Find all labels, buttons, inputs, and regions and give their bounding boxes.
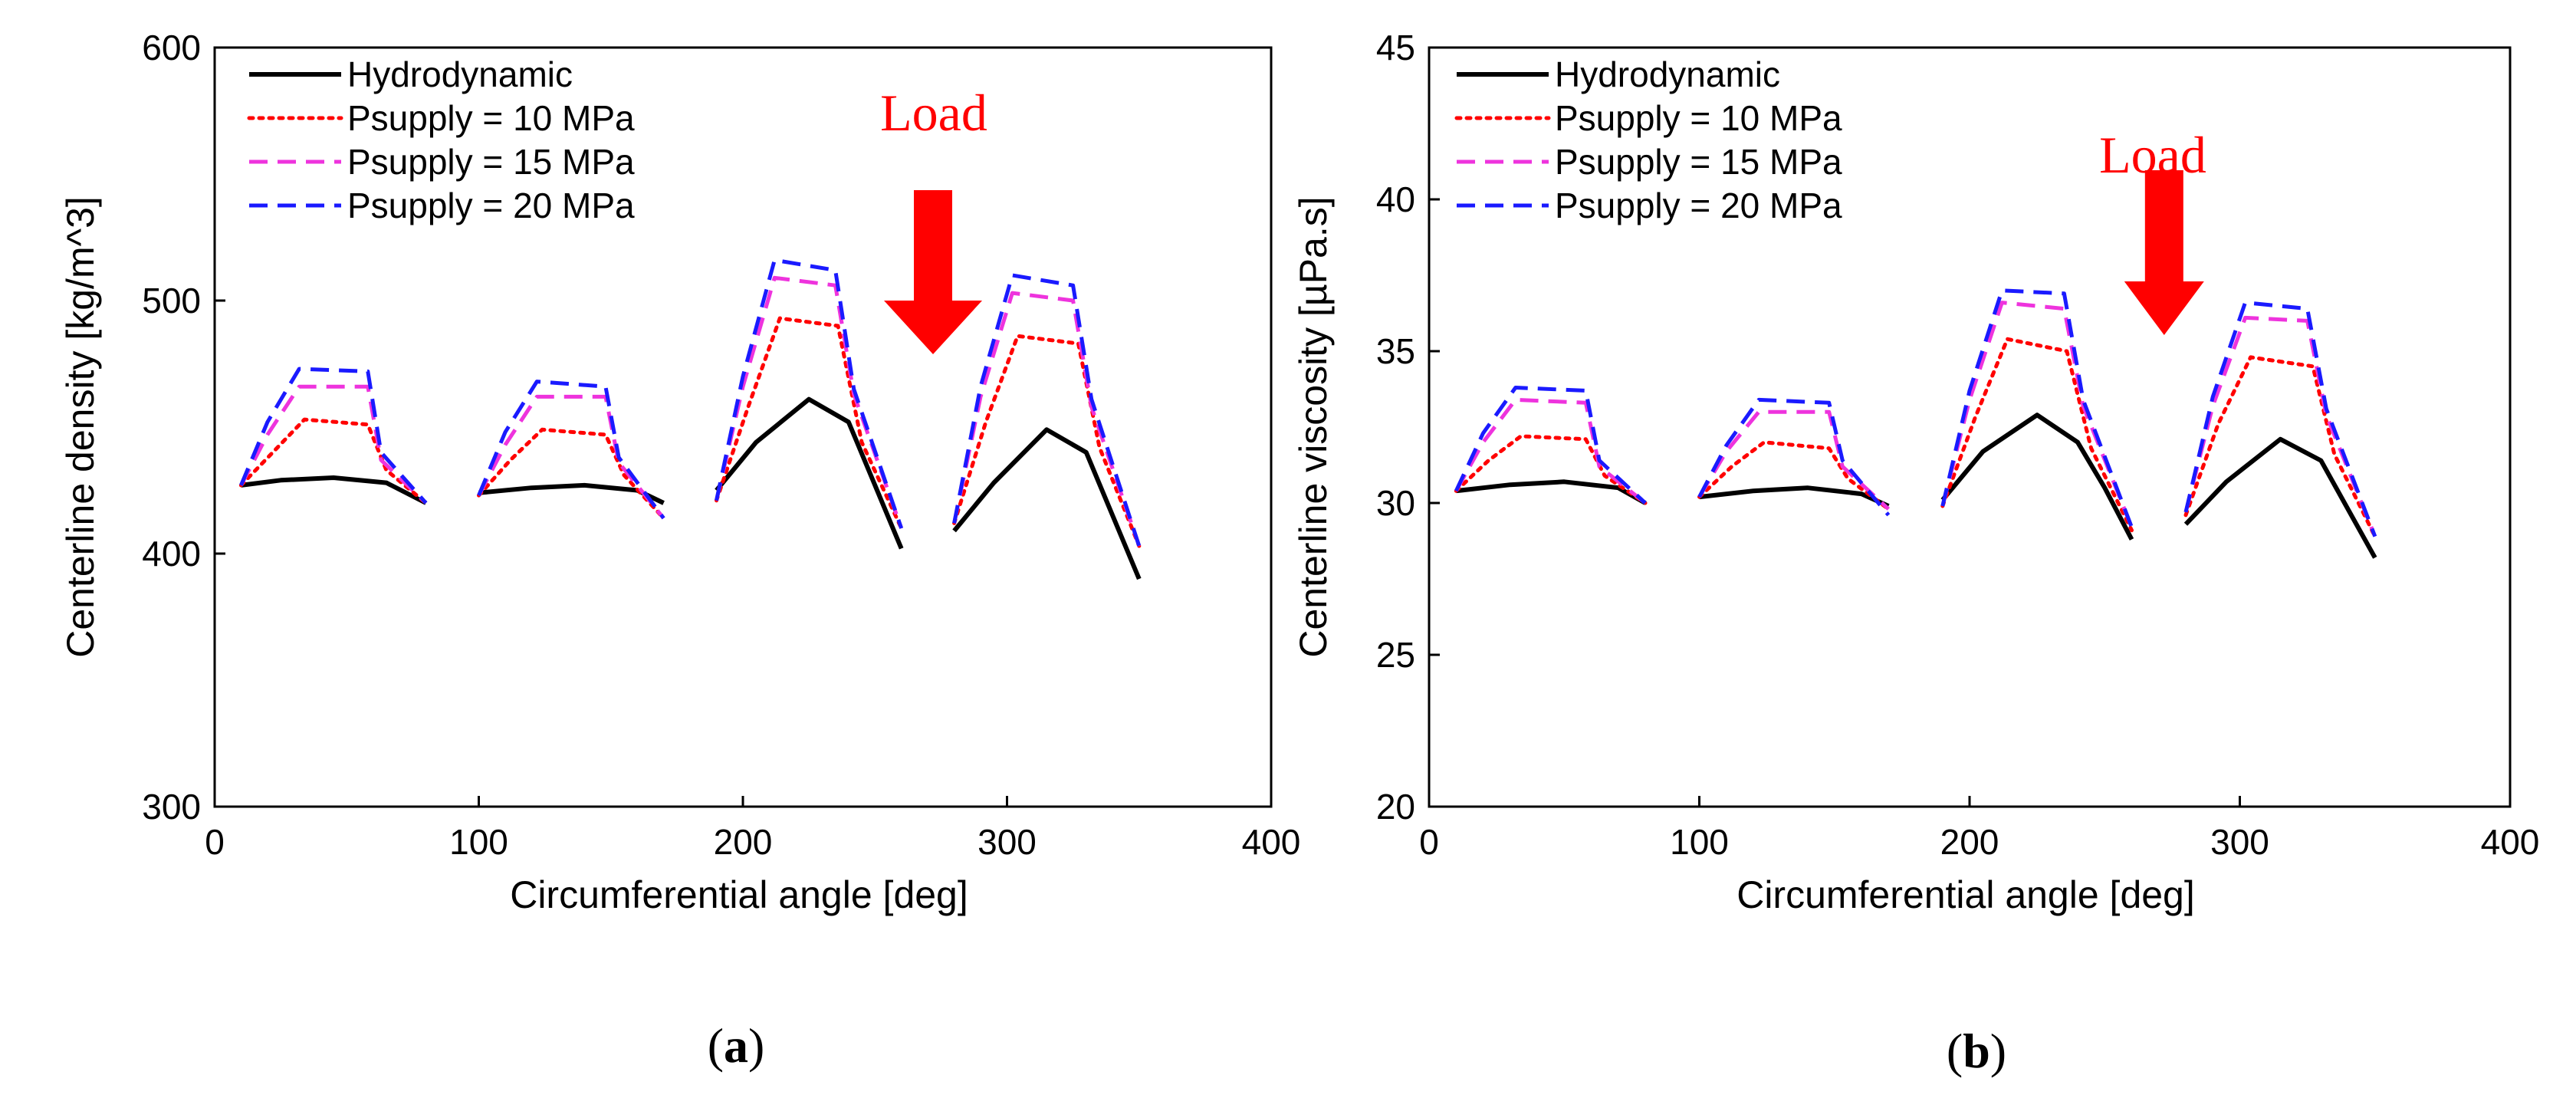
y-tick-label: 35 (1376, 331, 1415, 371)
y-tick-label: 600 (142, 28, 201, 67)
series-line-psupply-10-mpa (2183, 355, 2377, 539)
series-line-psupply-10-mpa (238, 417, 429, 505)
series-line-psupply-15-mpa (952, 291, 1142, 547)
x-tick-label: 0 (1419, 822, 1439, 862)
series-line-hydrodynamic (241, 475, 427, 505)
series-line-psupply-20-mpa (952, 273, 1142, 547)
panel-a: 0 100 200 300 400 300 400 500 600 Circumferential… (59, 28, 1300, 916)
series-line-hydrodynamic (478, 482, 665, 505)
series-line-psupply-20-mpa (1940, 288, 2134, 528)
legend-label-psupply-15-mpa: Psupply = 15 MPa (1555, 142, 1842, 182)
series-line-psupply-15-mpa (477, 394, 665, 520)
y-tick-label: 300 (142, 787, 201, 827)
panel-label-a: (a) (708, 1018, 765, 1073)
x-tick-label: 0 (205, 822, 225, 862)
y-tick-label: 25 (1376, 635, 1415, 675)
legend-label-psupply-10-mpa: Psupply = 10 MPa (1555, 98, 1842, 138)
y-tick-label: 20 (1376, 787, 1415, 827)
y-axis-label: Centerline viscosity [µPa.s] (1292, 196, 1335, 657)
series-line-psupply-20-mpa (1697, 397, 1891, 517)
series-line-psupply-15-mpa (715, 275, 904, 529)
series-line-psupply-20-mpa (477, 380, 665, 520)
x-tick-label: 400 (1242, 822, 1301, 862)
y-tick-label: 500 (142, 281, 201, 321)
load-arrow-icon (884, 190, 982, 354)
y-tick-label: 40 (1376, 179, 1415, 219)
series-line-psupply-15-mpa (239, 384, 428, 505)
x-tick-label: 300 (2210, 822, 2269, 862)
x-tick-label: 100 (1670, 822, 1729, 862)
x-axis-label: Circumferential angle [deg] (510, 873, 968, 916)
panel-label-b: (b) (1947, 1024, 2006, 1078)
load-label: Load (880, 84, 987, 142)
series-line-psupply-15-mpa (1454, 397, 1647, 505)
y-axis-label: Centerline density [kg/m^3] (59, 196, 102, 658)
legend-label-hydrodynamic: Hydrodynamic (347, 54, 573, 94)
series-line-psupply-10-mpa (952, 334, 1142, 548)
panel-b: 0 100 200 300 400 20 25 30 35 40 45 Circumferential… (1292, 28, 2539, 916)
y-tick-label: 45 (1376, 28, 1415, 67)
series-line-hydrodynamic (1699, 485, 1890, 508)
x-tick-label: 200 (1940, 822, 1999, 862)
panel-label-a-letter: a (724, 1018, 748, 1073)
series-line-psupply-10-mpa (1454, 434, 1648, 505)
legend-label-hydrodynamic: Hydrodynamic (1555, 54, 1780, 94)
legend-label-psupply-15-mpa: Psupply = 15 MPa (347, 142, 635, 182)
series-line-hydrodynamic (715, 396, 904, 550)
legend-label-psupply-20-mpa: Psupply = 20 MPa (347, 186, 635, 225)
series-line-psupply-20-mpa (715, 258, 904, 529)
series-line-psupply-10-mpa (1940, 337, 2134, 533)
series-line-hydrodynamic (1455, 479, 1647, 505)
y-tick-label: 400 (142, 534, 201, 574)
series-line-psupply-15-mpa (1697, 409, 1890, 511)
series-line-psupply-20-mpa (1454, 386, 1647, 505)
legend-label-psupply-10-mpa: Psupply = 10 MPa (347, 98, 635, 138)
series-line-psupply-10-mpa (1697, 440, 1891, 511)
load-arrow-icon (2124, 170, 2204, 335)
legend-label-psupply-20-mpa: Psupply = 20 MPa (1555, 186, 1842, 225)
series-line-hydrodynamic (952, 427, 1142, 580)
series-line-psupply-10-mpa (477, 427, 666, 521)
x-tick-label: 300 (978, 822, 1037, 862)
series-line-hydrodynamic (1940, 413, 2134, 541)
x-tick-label: 200 (714, 822, 773, 862)
series-line-psupply-10-mpa (715, 316, 904, 531)
y-tick-label: 30 (1376, 483, 1415, 523)
series-line-psupply-20-mpa (2183, 301, 2377, 537)
x-tick-label: 100 (449, 822, 508, 862)
x-tick-label: 400 (2481, 822, 2540, 862)
series-line-hydrodynamic (2183, 436, 2377, 559)
series-line-psupply-20-mpa (239, 367, 428, 505)
panel-label-b-letter: b (1963, 1024, 1990, 1078)
x-axis-label: Circumferential angle [deg] (1737, 873, 2195, 916)
